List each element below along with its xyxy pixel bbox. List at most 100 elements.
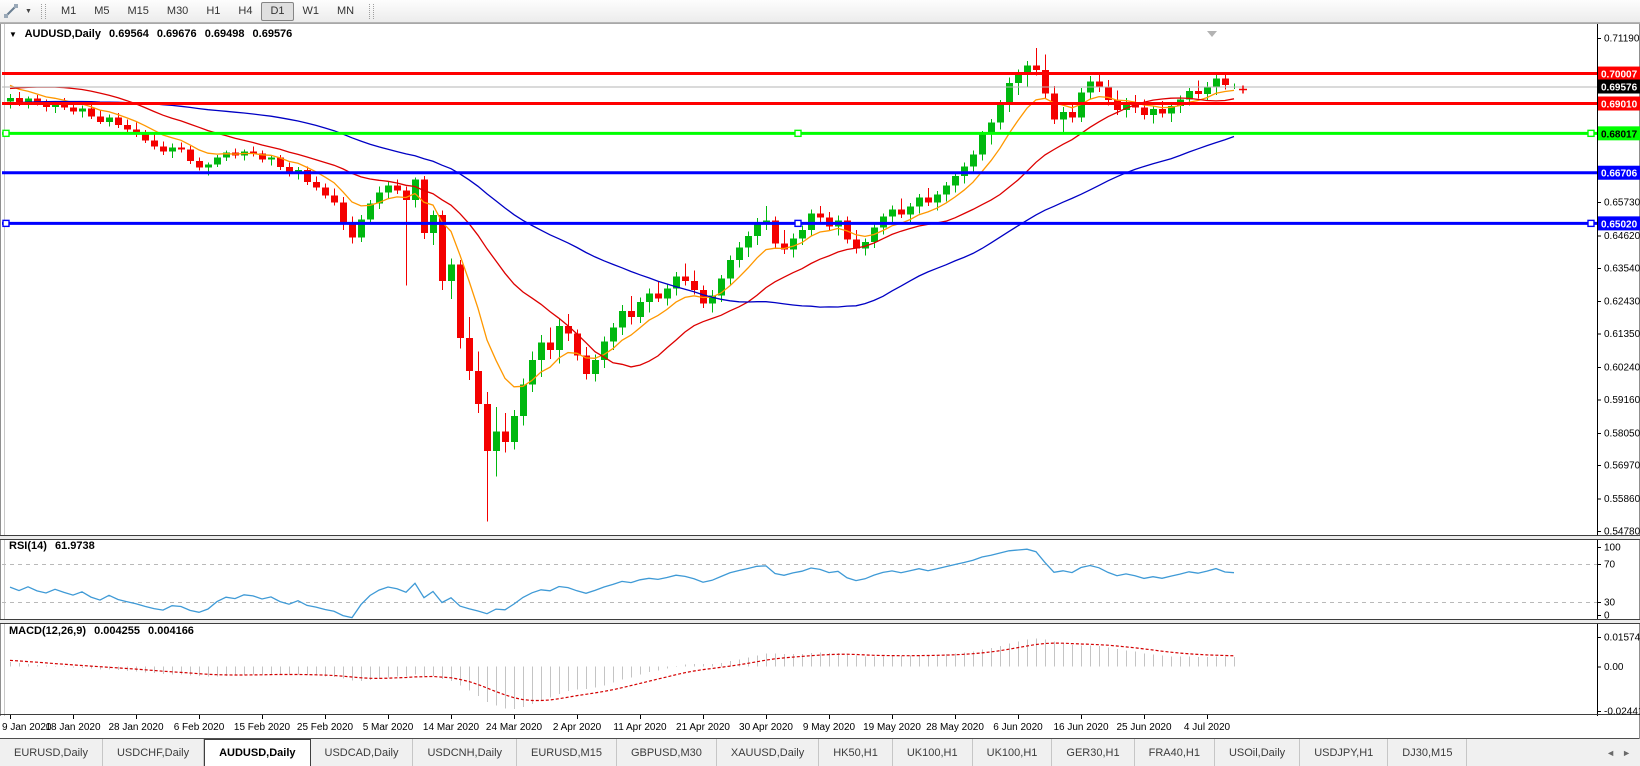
level-price-tag: 0.66706 — [1598, 165, 1640, 180]
svg-text:30 Apr 2020: 30 Apr 2020 — [739, 722, 793, 733]
svg-text:0.54780: 0.54780 — [1604, 527, 1640, 538]
svg-text:5 Mar 2020: 5 Mar 2020 — [363, 722, 414, 733]
svg-text:0.61350: 0.61350 — [1604, 329, 1640, 340]
timeframe-button-m1[interactable]: M1 — [60, 4, 77, 17]
macd-indicator-name: MACD(12,26,9) — [9, 625, 87, 637]
level-drag-handle[interactable] — [2, 129, 10, 138]
rsi-indicator-name: RSI(14) — [9, 540, 47, 552]
svg-text:0.63540: 0.63540 — [1604, 263, 1640, 274]
toolbar-grip — [40, 3, 46, 19]
chart-tab[interactable]: EURUSD,Daily — [0, 739, 103, 766]
chart-window: 0.711900.701100.690300.679200.668100.657… — [0, 23, 1640, 739]
svg-text:9 May 2020: 9 May 2020 — [803, 722, 856, 733]
svg-text:0.69576: 0.69576 — [1601, 83, 1638, 94]
price-level-line[interactable] — [2, 129, 1597, 138]
chart-tab[interactable]: AUDUSD,Daily — [204, 739, 311, 766]
svg-text:0.60240: 0.60240 — [1604, 362, 1640, 373]
svg-text:0.015741: 0.015741 — [1604, 633, 1640, 644]
chart-tab[interactable]: EURUSD,M15 — [517, 739, 617, 766]
chart-canvas: 0.711900.701100.690300.679200.668100.657… — [0, 24, 1640, 739]
current-price-marker — [1239, 85, 1247, 94]
macd-signal-line — [9, 642, 1235, 702]
rsi-line — [9, 548, 1235, 619]
svg-text:21 Apr 2020: 21 Apr 2020 — [676, 722, 730, 733]
current-price-tag: 0.69576 — [1598, 79, 1640, 94]
svg-text:25 Feb 2020: 25 Feb 2020 — [297, 722, 354, 733]
timeframe-button-m5[interactable]: M5 — [94, 4, 110, 17]
symbol-tab-bar: EURUSD,Daily USDCHF,Daily AUDUSD,Daily USDC… — [0, 738, 1640, 766]
timeframe-button-h4[interactable]: H4 — [238, 4, 253, 17]
svg-text:0.58050: 0.58050 — [1604, 428, 1640, 439]
svg-text:0.64620: 0.64620 — [1604, 231, 1640, 242]
svg-text:0.55860: 0.55860 — [1604, 494, 1640, 505]
svg-text:0.65020: 0.65020 — [1601, 219, 1638, 230]
timeframe-button-m15[interactable]: M15 — [127, 4, 149, 17]
chart-tab[interactable]: GBPUSD,M30 — [617, 739, 717, 766]
svg-text:70: 70 — [1604, 560, 1616, 571]
chart-tab[interactable]: UK100,H1 — [973, 739, 1053, 766]
timeframe-button-mn[interactable]: MN — [337, 4, 355, 17]
chart-title-low: 0.69498 — [204, 28, 245, 40]
svg-text:0.66706: 0.66706 — [1601, 169, 1638, 180]
svg-text:18 Jan 2020: 18 Jan 2020 — [45, 722, 100, 733]
level-price-tag: 0.69010 — [1598, 96, 1640, 111]
chart-title-open: 0.69564 — [109, 28, 149, 40]
candles — [7, 47, 1238, 522]
level-drag-handle[interactable] — [1587, 219, 1595, 228]
tab-scroll-right-icon[interactable]: ► — [1622, 747, 1631, 758]
tab-scroll-left-icon[interactable]: ◄ — [1606, 747, 1616, 758]
svg-text:14 Mar 2020: 14 Mar 2020 — [423, 722, 480, 733]
timeframe-button-m30[interactable]: M30 — [166, 4, 189, 17]
timeframe-toolbar: ▼ M1 M5 M15 M30 H1 H4 D1 W1 MN — [0, 0, 1640, 23]
level-price-tag: 0.65020 — [1598, 216, 1640, 231]
chart-title-symbol: AUDUSD,Daily — [24, 28, 101, 40]
chart-tab[interactable]: UK100,H1 — [893, 739, 973, 766]
chart-tab[interactable]: USOil,Daily — [1215, 739, 1301, 766]
level-drag-handle[interactable] — [794, 219, 802, 228]
chart-title: ▼ AUDUSD,Daily 0.69564 0.69676 0.69498 0… — [9, 28, 297, 40]
svg-text:24 Mar 2020: 24 Mar 2020 — [486, 722, 543, 733]
moving-average-slow — [9, 100, 1235, 308]
svg-text:25 Jun 2020: 25 Jun 2020 — [1116, 722, 1171, 733]
draw-tool-dropdown-icon[interactable]: ▼ — [25, 7, 32, 15]
chart-tab[interactable]: HK50,H1 — [819, 739, 893, 766]
svg-text:0.62430: 0.62430 — [1604, 297, 1640, 308]
timeframe-button-w1[interactable]: W1 — [302, 4, 320, 17]
svg-text:11 Apr 2020: 11 Apr 2020 — [613, 722, 667, 733]
svg-text:0.59160: 0.59160 — [1604, 395, 1640, 406]
svg-text:0: 0 — [1604, 611, 1610, 622]
svg-text:2 Apr 2020: 2 Apr 2020 — [553, 722, 602, 733]
rsi-indicator-value: 61.9738 — [54, 540, 95, 552]
svg-text:6 Jun 2020: 6 Jun 2020 — [993, 722, 1043, 733]
draw-tool-icon[interactable] — [4, 4, 20, 18]
chart-tab[interactable]: USDCNH,Daily — [413, 739, 518, 766]
chart-tab[interactable]: FRA40,H1 — [1135, 739, 1215, 766]
chart-tab[interactable]: USDJPY,H1 — [1300, 739, 1389, 766]
level-drag-handle[interactable] — [794, 129, 802, 138]
svg-text:6 Feb 2020: 6 Feb 2020 — [174, 722, 225, 733]
panel-borders — [0, 24, 1640, 739]
chart-tab[interactable]: GER30,H1 — [1052, 739, 1135, 766]
level-drag-handle[interactable] — [2, 219, 10, 228]
timeframe-button-h1[interactable]: H1 — [206, 4, 221, 17]
svg-text:15 Feb 2020: 15 Feb 2020 — [234, 722, 291, 733]
symbol-dropdown-icon[interactable]: ▼ — [9, 30, 17, 39]
svg-text:30: 30 — [1604, 598, 1616, 609]
chart-tab[interactable]: DJ30,M15 — [1388, 739, 1468, 766]
timeframe-button-d1[interactable]: D1 — [261, 1, 294, 21]
chart-shift-icon[interactable] — [1207, 31, 1217, 37]
svg-text:0.56970: 0.56970 — [1604, 461, 1640, 472]
svg-text:4 Jul 2020: 4 Jul 2020 — [1184, 722, 1231, 733]
level-price-tag: 0.68017 — [1598, 126, 1640, 141]
price-level-line[interactable] — [2, 219, 1597, 228]
macd-label: MACD(12,26,9) 0.004255 0.004166 — [9, 625, 199, 637]
level-drag-handle[interactable] — [1587, 129, 1595, 138]
svg-text:0.70007: 0.70007 — [1601, 70, 1638, 81]
moving-average-fast — [9, 84, 1235, 388]
svg-text:19 May 2020: 19 May 2020 — [863, 722, 921, 733]
chart-tab[interactable]: USDCAD,Daily — [311, 739, 414, 766]
chart-tab[interactable]: XAUUSD,Daily — [717, 739, 820, 766]
chart-tab[interactable]: USDCHF,Daily — [103, 739, 205, 766]
svg-text:-0.024412: -0.024412 — [1604, 707, 1640, 718]
